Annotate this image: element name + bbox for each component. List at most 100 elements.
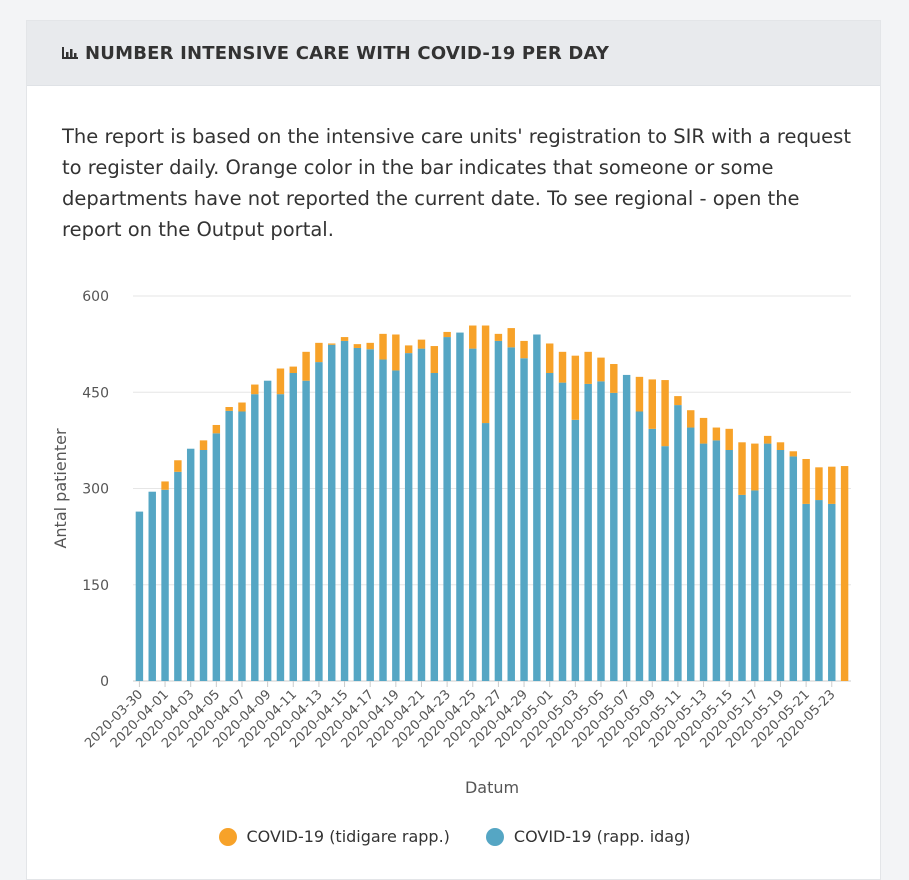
bar-today bbox=[379, 359, 387, 681]
bar-today bbox=[763, 443, 772, 681]
bar-earlier bbox=[661, 380, 669, 447]
bar-earlier bbox=[212, 424, 221, 434]
bar-today bbox=[751, 490, 759, 681]
bar-today bbox=[610, 392, 618, 681]
page-title: NUMBER INTENSIVE CARE WITH COVID-19 PER … bbox=[85, 42, 610, 64]
bar-earlier bbox=[584, 351, 592, 384]
bar-today bbox=[481, 423, 490, 681]
bar-today bbox=[366, 349, 374, 681]
bar-earlier bbox=[802, 458, 810, 504]
legend-label-today: COVID-19 (rapp. idag) bbox=[513, 827, 691, 846]
bar-earlier bbox=[302, 351, 310, 381]
bar-earlier bbox=[635, 376, 644, 412]
bar-today bbox=[174, 471, 182, 681]
bar-chart-icon bbox=[61, 45, 79, 61]
panel-header: NUMBER INTENSIVE CARE WITH COVID-19 PER … bbox=[27, 21, 880, 86]
bar-earlier bbox=[571, 355, 580, 420]
bar-today bbox=[289, 373, 297, 681]
legend-dot-earlier bbox=[218, 827, 237, 846]
bar-today bbox=[533, 334, 541, 681]
legend-item-today[interactable]: COVID-19 (rapp. idag) bbox=[485, 827, 691, 846]
bar-earlier bbox=[597, 357, 605, 382]
bar-today bbox=[212, 433, 221, 681]
bar-today bbox=[199, 450, 208, 681]
bar-today bbox=[186, 448, 195, 681]
bar-today bbox=[507, 347, 515, 681]
bar-earlier bbox=[328, 343, 336, 345]
bar-earlier bbox=[238, 402, 246, 412]
bar-today bbox=[687, 427, 695, 681]
bar-earlier bbox=[417, 339, 426, 349]
bar-today bbox=[815, 500, 823, 681]
bar-today bbox=[725, 450, 733, 681]
bar-today bbox=[276, 394, 285, 681]
bar-today bbox=[263, 380, 272, 681]
bar-earlier bbox=[725, 428, 733, 450]
bar-earlier bbox=[712, 427, 721, 441]
bar-earlier bbox=[289, 366, 297, 373]
bar-today bbox=[404, 353, 413, 681]
bar-today bbox=[353, 347, 362, 681]
bar-earlier bbox=[545, 343, 554, 373]
bar-today bbox=[789, 456, 798, 681]
chart-legend: COVID-19 (tidigare rapp.) COVID-19 (rapp… bbox=[27, 827, 882, 846]
bar-earlier bbox=[648, 379, 656, 429]
legend-dot-today bbox=[485, 827, 504, 846]
y-tick-label: 600 bbox=[82, 289, 109, 305]
bar-earlier bbox=[494, 333, 503, 341]
bar-today bbox=[597, 381, 605, 681]
bar-earlier bbox=[315, 342, 323, 363]
bar-today bbox=[430, 373, 439, 681]
bar-earlier bbox=[763, 435, 772, 444]
bar-earlier bbox=[379, 333, 387, 360]
bar-today bbox=[340, 340, 349, 681]
bar-earlier bbox=[520, 340, 528, 359]
bar-earlier bbox=[687, 410, 695, 428]
y-axis-title: Antal patienter bbox=[51, 428, 70, 548]
bar-today bbox=[148, 491, 156, 681]
bar-today bbox=[328, 344, 336, 681]
bar-today bbox=[469, 348, 477, 681]
bar-today bbox=[699, 443, 708, 681]
bar-earlier bbox=[610, 364, 618, 393]
bar-earlier bbox=[699, 417, 708, 444]
bar-today bbox=[225, 410, 233, 681]
bar-today bbox=[776, 450, 785, 681]
bar-today bbox=[494, 340, 503, 681]
bar-earlier bbox=[738, 442, 746, 495]
bar-today bbox=[238, 411, 246, 681]
bar-today bbox=[417, 348, 426, 681]
y-tick-label: 450 bbox=[82, 385, 109, 401]
bar-today bbox=[828, 503, 836, 681]
bar-today bbox=[135, 511, 144, 681]
y-tick-label: 0 bbox=[100, 674, 109, 690]
bar-earlier bbox=[161, 481, 169, 490]
bar-earlier bbox=[751, 443, 759, 491]
bar-today bbox=[443, 337, 451, 681]
bar-earlier bbox=[507, 328, 515, 348]
bar-earlier bbox=[558, 351, 567, 383]
bar-today bbox=[648, 428, 656, 681]
bar-earlier bbox=[828, 466, 836, 504]
legend-item-earlier[interactable]: COVID-19 (tidigare rapp.) bbox=[218, 827, 450, 846]
bar-earlier bbox=[251, 384, 259, 395]
bar-earlier bbox=[392, 334, 400, 371]
bar-earlier bbox=[276, 368, 285, 395]
bar-today bbox=[635, 411, 644, 681]
bar-earlier bbox=[776, 442, 785, 450]
bar-earlier bbox=[225, 407, 233, 411]
bar-earlier bbox=[789, 451, 798, 457]
bar-today bbox=[584, 383, 592, 681]
report-description: The report is based on the intensive car… bbox=[62, 125, 851, 241]
bar-today bbox=[622, 374, 631, 681]
bar-earlier bbox=[443, 331, 451, 338]
bar-earlier bbox=[840, 466, 849, 681]
bar-earlier bbox=[481, 325, 490, 424]
bar-today bbox=[545, 373, 554, 681]
y-tick-label: 150 bbox=[82, 578, 109, 594]
bar-today bbox=[392, 370, 400, 681]
bar-earlier bbox=[469, 325, 477, 349]
bar-earlier bbox=[404, 345, 413, 354]
bar-today bbox=[302, 380, 310, 681]
legend-label-earlier: COVID-19 (tidigare rapp.) bbox=[246, 827, 450, 846]
